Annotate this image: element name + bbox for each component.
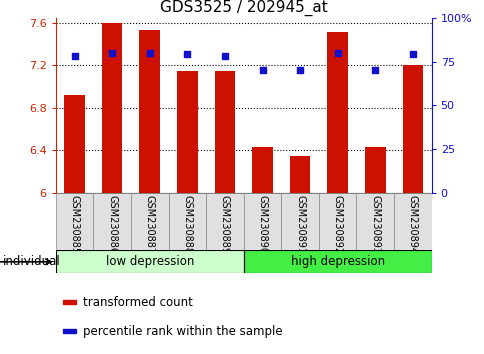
Point <box>296 67 303 73</box>
Point <box>146 50 153 56</box>
Point <box>183 52 191 57</box>
Text: GSM230894: GSM230894 <box>407 195 417 253</box>
Text: GSM230891: GSM230891 <box>294 195 304 253</box>
Text: percentile rank within the sample: percentile rank within the sample <box>83 325 282 338</box>
Text: GSM230888: GSM230888 <box>182 195 192 253</box>
Bar <box>56 250 243 273</box>
Bar <box>327 32 348 193</box>
Bar <box>252 147 272 193</box>
Bar <box>243 250 431 273</box>
Point <box>108 50 116 56</box>
Text: GSM230893: GSM230893 <box>369 195 379 253</box>
Bar <box>318 193 356 250</box>
Bar <box>393 193 431 250</box>
Bar <box>281 193 318 250</box>
Point <box>258 67 266 73</box>
Bar <box>63 329 76 333</box>
Title: GDS3525 / 202945_at: GDS3525 / 202945_at <box>160 0 327 16</box>
Text: high depression: high depression <box>290 255 384 268</box>
Bar <box>402 65 423 193</box>
Bar <box>243 193 281 250</box>
Text: GSM230889: GSM230889 <box>219 195 229 253</box>
Text: GSM230887: GSM230887 <box>144 195 154 254</box>
Point <box>71 53 78 59</box>
Bar <box>177 71 197 193</box>
Text: GSM230890: GSM230890 <box>257 195 267 253</box>
Text: low depression: low depression <box>106 255 194 268</box>
Bar <box>364 147 385 193</box>
Text: GSM230885: GSM230885 <box>69 195 79 254</box>
Text: GSM230886: GSM230886 <box>107 195 117 253</box>
Point <box>333 50 341 56</box>
Point <box>408 52 416 57</box>
Bar <box>102 23 122 193</box>
Bar <box>63 300 76 304</box>
Bar <box>93 193 131 250</box>
Bar <box>356 193 393 250</box>
Bar <box>289 156 310 193</box>
Bar <box>139 30 160 193</box>
Text: transformed count: transformed count <box>83 296 193 309</box>
Text: individual: individual <box>2 255 60 268</box>
Bar <box>214 71 235 193</box>
Bar <box>168 193 206 250</box>
Point <box>371 67 378 73</box>
Bar <box>64 95 85 193</box>
Point <box>221 53 228 59</box>
Bar <box>56 193 93 250</box>
Text: GSM230892: GSM230892 <box>332 195 342 254</box>
Bar <box>131 193 168 250</box>
Bar <box>206 193 243 250</box>
